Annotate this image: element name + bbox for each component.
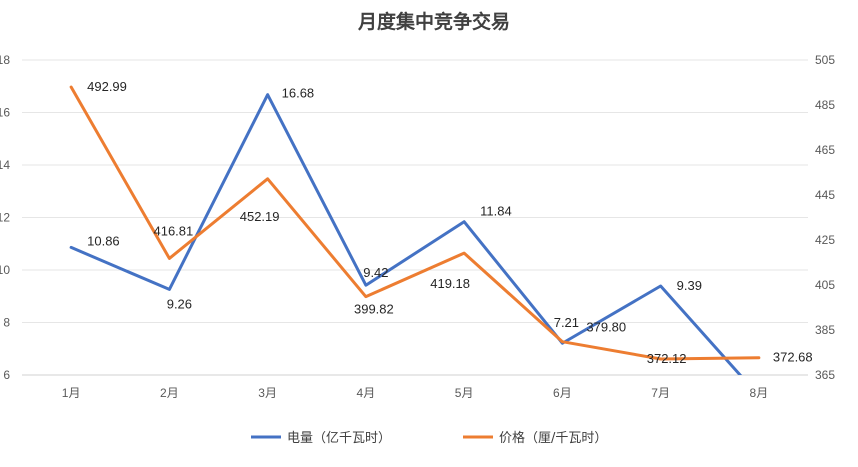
- x-axis-tick-label: 8月: [750, 386, 769, 400]
- data-label: 379.80: [586, 320, 626, 335]
- chart-title: 月度集中竞争交易: [357, 10, 510, 33]
- right-axis-tick-label: 485: [815, 98, 835, 112]
- left-axis-tick-label: 6: [3, 368, 10, 382]
- legend-label: 电量（亿千瓦时）: [287, 431, 391, 446]
- left-axis-tick-label: 12: [0, 211, 10, 225]
- data-label: 372.12: [647, 351, 687, 366]
- right-axis-tick-label: 405: [815, 278, 835, 292]
- legend-label: 价格（厘/千瓦时）: [499, 430, 607, 446]
- data-label: 16.68: [282, 86, 315, 101]
- right-axis-tick-label: 505: [815, 53, 835, 67]
- data-label: 492.99: [87, 79, 127, 94]
- x-axis-tick-label: 5月: [455, 386, 474, 400]
- left-axis-tick-label: 14: [0, 158, 10, 172]
- x-axis-tick-label: 1月: [62, 386, 81, 400]
- x-axis-tick-label: 6月: [553, 386, 572, 400]
- x-axis-tick-label: 4月: [357, 386, 376, 400]
- series-line-1: [69, 93, 743, 375]
- data-label: 452.19: [240, 209, 280, 224]
- data-label: 9.26: [167, 296, 192, 311]
- left-axis-tick-label: 18: [0, 53, 10, 67]
- legend: 电量（亿千瓦时） 价格（厘/千瓦时）: [251, 430, 607, 446]
- data-label: 9.42: [363, 265, 388, 280]
- data-label: 419.18: [430, 276, 470, 291]
- right-axis-tick-label: 465: [815, 143, 835, 157]
- right-axis-tick-label: 365: [815, 368, 835, 382]
- data-label: 11.84: [480, 204, 512, 219]
- series-lines: [69, 85, 761, 397]
- data-label: 399.82: [354, 302, 394, 317]
- series-line-2: [69, 85, 761, 361]
- right-axis-tick-label: 445: [815, 188, 835, 202]
- x-axis: 1月 2月 3月 4月 5月 6月 7月 8月: [22, 374, 808, 400]
- data-label: 9.39: [677, 278, 702, 293]
- data-label: 7.21: [554, 315, 579, 330]
- left-axis-tick-label: 10: [0, 263, 10, 277]
- right-axis-tick-label: 385: [815, 323, 835, 337]
- gridlines: [22, 59, 808, 323]
- data-label: 10.86: [87, 233, 120, 248]
- x-axis-tick-label: 3月: [258, 386, 277, 400]
- left-axis-tick-label: 16: [0, 106, 10, 120]
- x-axis-tick-label: 7月: [651, 386, 670, 400]
- x-axis-tick-label: 2月: [160, 386, 179, 400]
- left-axis-tick-label: 8: [3, 316, 10, 330]
- data-label: 372.68: [773, 350, 813, 365]
- data-label: 416.81: [153, 223, 193, 238]
- left-axis: 6 8 10 12 14 16 18: [0, 53, 10, 382]
- right-axis: 365 385 405 425 445 465 485 505: [815, 53, 835, 382]
- data-labels: 10.86 9.26 16.68 9.42 11.84 7.21 9.39 492.99 416…: [87, 79, 813, 366]
- right-axis-tick-label: 425: [815, 233, 835, 247]
